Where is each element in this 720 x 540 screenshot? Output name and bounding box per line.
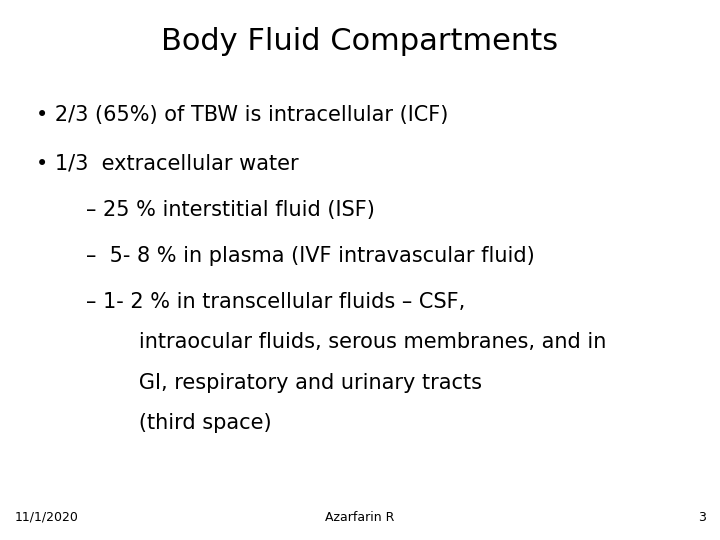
- Text: • 1/3  extracellular water: • 1/3 extracellular water: [36, 154, 299, 174]
- Text: – 25 % interstitial fluid (ISF): – 25 % interstitial fluid (ISF): [86, 200, 375, 220]
- Text: Body Fluid Compartments: Body Fluid Compartments: [161, 27, 559, 56]
- Text: GI, respiratory and urinary tracts: GI, respiratory and urinary tracts: [119, 373, 482, 393]
- Text: (third space): (third space): [119, 413, 271, 433]
- Text: • 2/3 (65%) of TBW is intracellular (ICF): • 2/3 (65%) of TBW is intracellular (ICF…: [36, 105, 449, 125]
- Text: – 1- 2 % in transcellular fluids – CSF,: – 1- 2 % in transcellular fluids – CSF,: [86, 292, 466, 312]
- Text: Azarfarin R: Azarfarin R: [325, 511, 395, 524]
- Text: intraocular fluids, serous membranes, and in: intraocular fluids, serous membranes, an…: [119, 332, 606, 352]
- Text: 11/1/2020: 11/1/2020: [14, 511, 78, 524]
- Text: 3: 3: [698, 511, 706, 524]
- Text: –  5- 8 % in plasma (IVF intravascular fluid): – 5- 8 % in plasma (IVF intravascular fl…: [86, 246, 535, 266]
